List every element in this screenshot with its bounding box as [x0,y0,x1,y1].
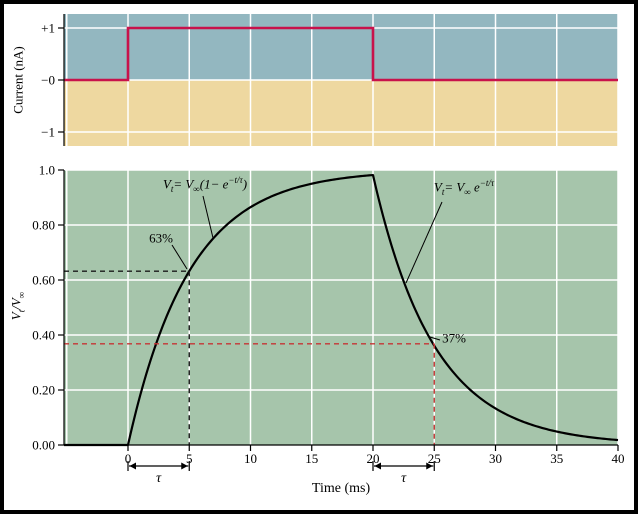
tau-label: τ [401,471,407,486]
bottom-y-tick-label: 0.00 [32,438,55,453]
bottom-x-axis-title: Time (ms) [311,481,371,496]
bottom-x-tick-label: 0 [125,451,132,466]
top-bg-negative [64,80,618,146]
annotation-leader [202,195,214,239]
top-y-tick-label: +1 [41,21,55,36]
top-y-tick-label: −1 [41,125,55,140]
rise-percent-label: 63% [149,230,173,246]
bottom-x-tick-label: 30 [489,451,502,466]
top-y-tick-label: −0 [41,73,55,88]
bottom-grid [64,169,619,445]
bottom-x-tick-label: 5 [186,451,193,466]
bottom-x-tick-label: 15 [305,451,318,466]
decay-percent-label: 37% [442,330,466,346]
tau-arrowhead-left [374,462,381,470]
bottom-x-tick-label: 10 [244,451,257,466]
bottom-y-axis-title: Vt/V∞ [8,291,27,321]
bottom-x-tick-label: 35 [550,451,563,466]
voltage-curve [64,173,619,447]
tau-label: τ [156,471,162,486]
top-y-axis-title-text: Current (nA) [10,46,26,114]
tau-arrowhead-left [129,462,136,470]
annotation-leader [429,336,441,341]
rise-formula: Vt= V∞(1− e−t/τ) [162,175,248,194]
bottom-x-tick-label: 25 [428,451,441,466]
tau-arrowhead-right [426,462,433,470]
bottom-bg [64,170,618,445]
bottom-x-tick-label: 20 [367,451,380,466]
annotation-leader [405,201,443,284]
bottom-y-tick-label: 1.0 [39,163,55,178]
tau-arrowhead-right [181,462,188,470]
bottom-y-tick-label: 0.40 [32,328,55,343]
bottom-y-tick-label: 0.80 [32,218,55,233]
top-bg-positive [64,14,618,80]
annotation-leader [171,244,188,270]
top-y-axis-title: Current (nA) [10,46,26,114]
decay-formula: Vt= V∞ e−t/τ [433,178,495,197]
bottom-y-tick-label: 0.20 [32,383,55,398]
bottom-y-tick-label: 0.60 [32,273,55,288]
current-step-line [64,26,618,82]
bottom-x-tick-label: 40 [612,451,625,466]
